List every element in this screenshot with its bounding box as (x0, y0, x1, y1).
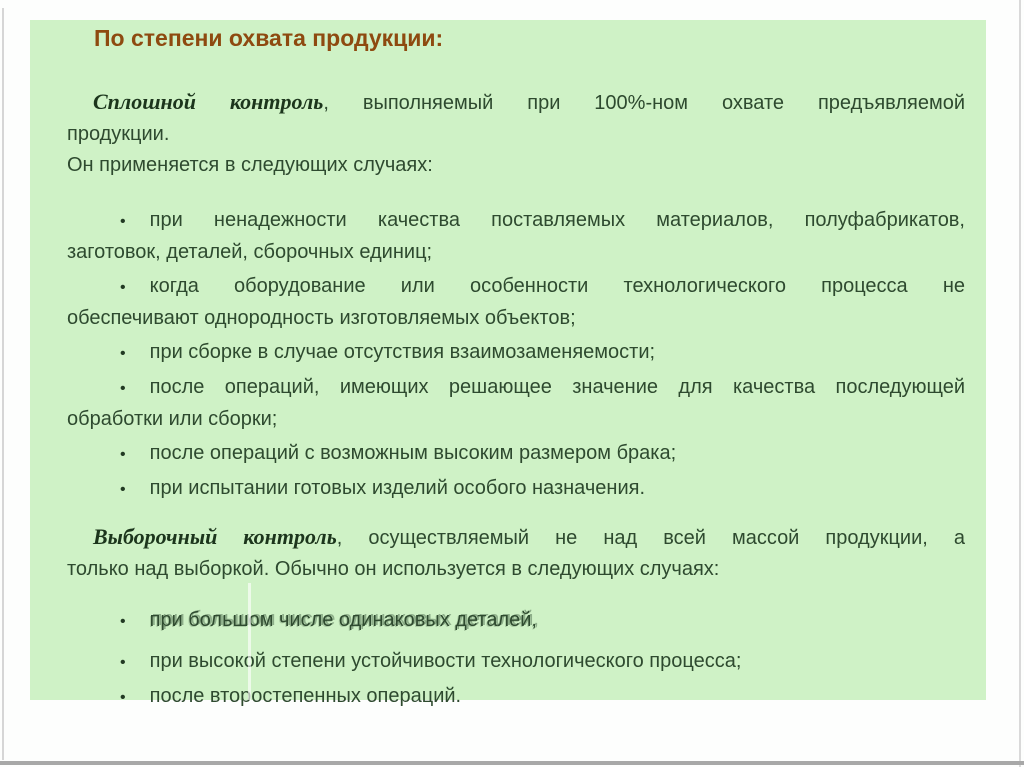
scan-artifact-streak (248, 583, 251, 700)
bullet-text: после операций с возможным высоким разме… (149, 442, 677, 464)
section1-bullet-list: • при ненадежности качества поставляемых … (67, 205, 965, 505)
bullet-wrap-line: обеспечивают однородность изготовляемых … (67, 307, 576, 329)
list-item: • при ненадежности качества поставляемых … (67, 205, 965, 268)
bullet-icon: • (120, 446, 126, 463)
bullet-line: • после операций, имеющих решающее значен… (67, 372, 965, 404)
section2-lead-rest: , осуществляемый не над всей массой прод… (336, 527, 965, 549)
list-item: • при высокой степени устойчивости технол… (67, 646, 965, 678)
list-item: • при сборке в случае отсутствия взаимоза… (67, 337, 965, 369)
section1-lead-line1: Сплошной контроль, выполняемый при 100%-… (67, 86, 965, 119)
bullet-icon: • (120, 345, 126, 362)
bullet-wrap-line: обработки или сборки; (67, 408, 278, 430)
section1-lead-term: Сплошной контроль (93, 89, 324, 114)
bullet-line: • при высокой степени устойчивости технол… (67, 646, 965, 678)
section1-lead-rest: , выполняемый при 100%-ном охвате предъя… (323, 92, 965, 114)
bullet-text: после операций, имеющих решающее значени… (149, 376, 965, 398)
bullet-line: • при испытании готовых изделий особого н… (67, 473, 965, 505)
section2-lead-line1: Выборочный контроль, осуществляемый не н… (67, 521, 965, 554)
slide-title: По степени охвата продукции: (94, 25, 444, 51)
bullet-text: после второстепенных операций. (149, 685, 462, 707)
bullet-wrap-line: заготовок, деталей, сборочных единиц; (67, 241, 433, 263)
bullet-line: • при большом числе одинаковых деталей, (67, 605, 965, 637)
right-edge-line (1019, 0, 1021, 767)
bullet-icon: • (120, 380, 126, 397)
list-item: • после операций с возможным высоким разм… (67, 438, 965, 470)
bullet-icon: • (120, 613, 126, 630)
bullet-text: при большом числе одинаковых деталей, (149, 609, 537, 631)
list-item: • после операций, имеющих решающее значен… (67, 372, 965, 435)
list-item: • при испытании готовых изделий особого н… (67, 473, 965, 505)
bullet-text: при высокой степени устойчивости техноло… (149, 650, 742, 672)
slide-content-panel: По степени охвата продукции: Сплошной ко… (30, 20, 986, 707)
list-item: • когда оборудование или особенности техн… (67, 271, 965, 334)
bullet-icon: • (120, 654, 126, 671)
bullet-text: при испытании готовых изделий особого на… (149, 477, 645, 499)
list-item: • при большом числе одинаковых деталей, (67, 605, 965, 637)
section1-lead-line2: продукции. (67, 123, 170, 145)
left-edge-line (2, 8, 4, 760)
bullet-line: • при ненадежности качества поставляемых … (67, 205, 965, 237)
bullet-icon: • (120, 279, 126, 296)
bullet-icon: • (120, 213, 126, 230)
list-item: • после второстепенных операций. (67, 681, 965, 713)
bullet-icon: • (120, 689, 126, 706)
bottom-edge-line (0, 761, 1024, 765)
bullet-text: при ненадежности качества поставляемых м… (149, 209, 965, 231)
section2-lead-line2: только над выборкой. Обычно он используе… (67, 558, 720, 580)
section2-bullet-list: • при большом числе одинаковых деталей, •… (67, 605, 965, 713)
bullet-text: при сборке в случае отсутствия взаимозам… (149, 341, 656, 363)
bullet-icon: • (120, 481, 126, 498)
section1-lead-line3: Он применяется в следующих случаях: (67, 154, 433, 176)
bullet-line: • после операций с возможным высоким разм… (67, 438, 965, 470)
section2-lead-term: Выборочный контроль (93, 524, 337, 549)
bullet-line: • при сборке в случае отсутствия взаимоза… (67, 337, 965, 369)
bullet-line: • когда оборудование или особенности техн… (67, 271, 965, 303)
bullet-line: • после второстепенных операций. (67, 681, 965, 713)
bullet-text: когда оборудование или особенности техно… (149, 275, 965, 297)
